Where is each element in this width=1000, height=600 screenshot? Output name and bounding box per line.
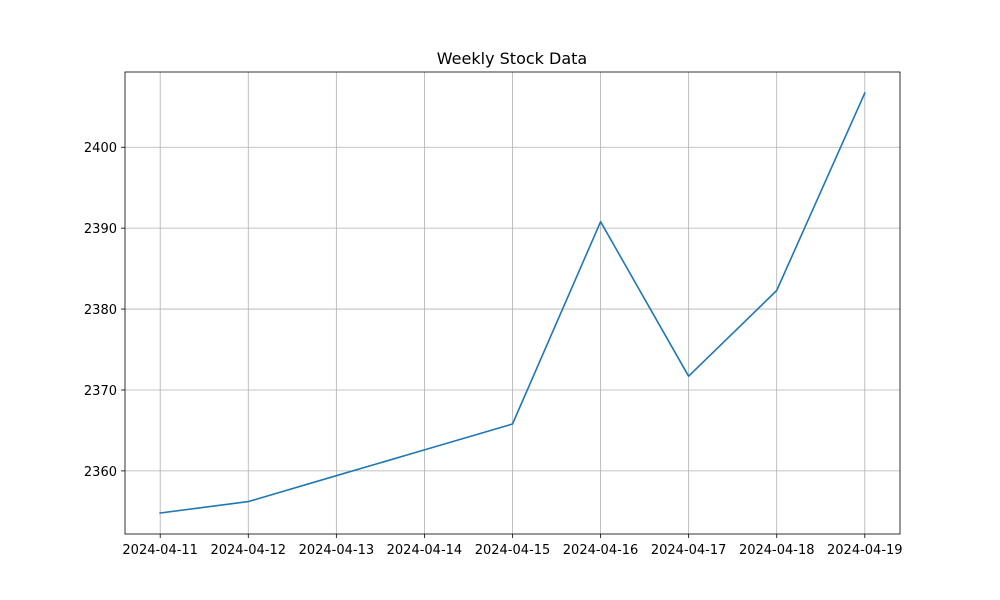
x-tick-label: 2024-04-18 bbox=[739, 543, 815, 558]
y-axis: 2360 2370 2380 2390 2400 bbox=[84, 141, 125, 480]
x-tick-label: 2024-04-12 bbox=[210, 543, 286, 558]
x-tick-label: 2024-04-14 bbox=[387, 543, 463, 558]
y-tick-label: 2380 bbox=[84, 303, 117, 318]
x-tick-label: 2024-04-19 bbox=[827, 543, 903, 558]
y-tick-label: 2370 bbox=[84, 384, 117, 399]
y-tick-label: 2360 bbox=[84, 465, 117, 480]
series-line bbox=[159, 91, 866, 514]
x-tick-label: 2024-04-13 bbox=[299, 543, 375, 558]
x-tick-label: 2024-04-16 bbox=[563, 543, 639, 558]
x-tick-label: 2024-04-11 bbox=[122, 543, 198, 558]
y-tick-label: 2400 bbox=[84, 141, 117, 156]
x-axis: 2024-04-11 2024-04-12 2024-04-13 2024-04-14… bbox=[122, 534, 903, 558]
y-tick-label: 2390 bbox=[84, 222, 117, 237]
x-tick-label: 2024-04-17 bbox=[651, 543, 727, 558]
chart-title: Weekly Stock Data bbox=[437, 49, 587, 68]
series-layer bbox=[159, 91, 866, 514]
grid bbox=[125, 72, 900, 534]
x-tick-label: 2024-04-15 bbox=[475, 543, 551, 558]
